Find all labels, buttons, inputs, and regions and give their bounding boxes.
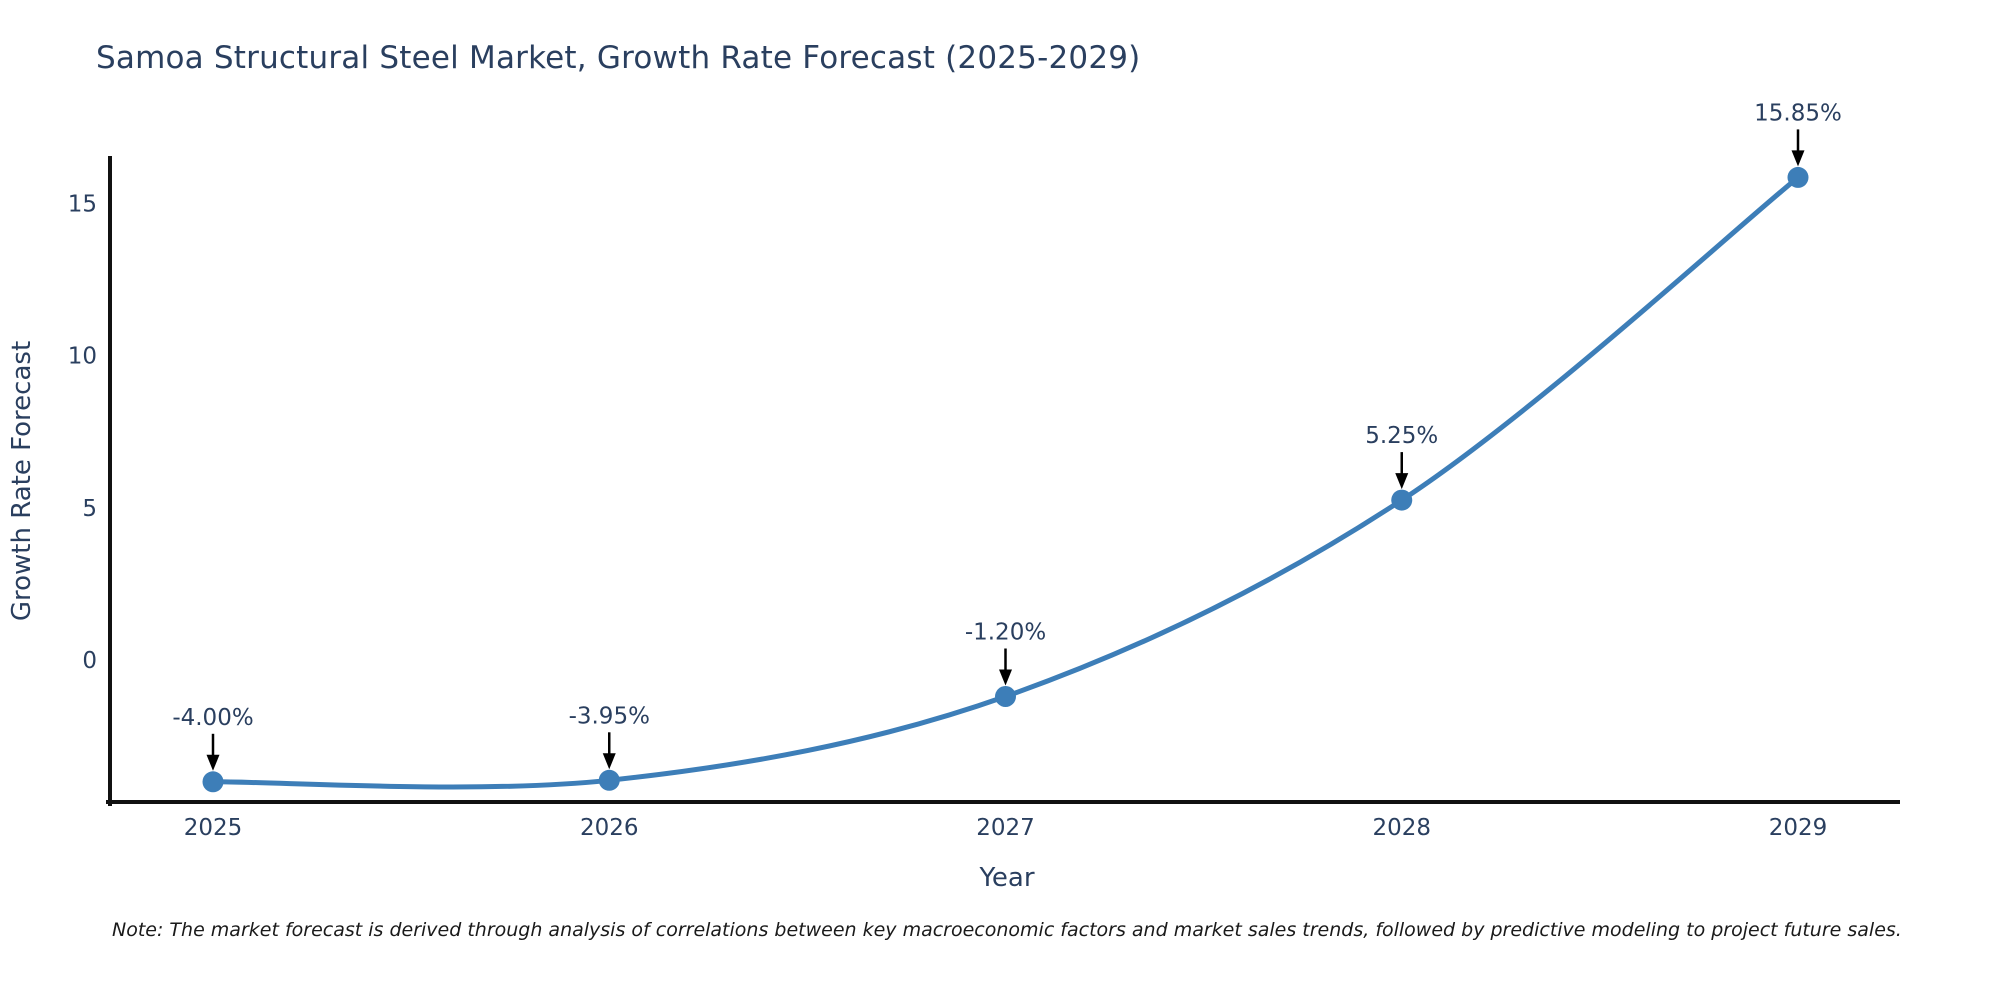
x-tick-label: 2028	[1372, 815, 1431, 841]
annotation-arrowhead-icon	[999, 669, 1012, 686]
y-tick-label: 5	[82, 496, 97, 522]
annotation-arrowhead-icon	[1791, 150, 1805, 167]
y-tick-label: 15	[68, 191, 97, 217]
x-tick-label: 2025	[184, 815, 243, 841]
annotation-arrowhead-icon	[206, 754, 220, 771]
y-axis-title: Growth Rate Forecast	[7, 341, 37, 621]
point-annotation-label: -4.00%	[172, 705, 253, 731]
data-point-marker[interactable]	[598, 769, 620, 791]
x-axis-title: Year	[978, 863, 1034, 893]
data-point-marker[interactable]	[1391, 489, 1413, 511]
annotation-arrowhead-icon	[602, 753, 616, 770]
growth-rate-series	[202, 166, 1809, 793]
y-tick-label: 10	[68, 344, 97, 370]
series-line	[210, 174, 1801, 790]
x-axis-tick-labels: 2025 2026 2027 2028 2029	[184, 815, 1828, 841]
data-point-marker[interactable]	[202, 771, 224, 793]
x-tick-label: 2026	[580, 815, 639, 841]
data-point-marker[interactable]	[995, 686, 1016, 707]
point-annotation-label: -3.95%	[569, 703, 650, 729]
x-tick-label: 2027	[976, 815, 1035, 841]
point-annotation-label: -1.20%	[965, 620, 1046, 646]
y-tick-label: 0	[82, 648, 97, 674]
footnote: Note: The market forecast is derived thr…	[112, 919, 1902, 941]
chart-title: Samoa Structural Steel Market, Growth Ra…	[96, 40, 1141, 76]
point-annotation-label: 15.85%	[1754, 100, 1842, 126]
annotation-arrowhead-icon	[1395, 473, 1409, 490]
x-tick-label: 2029	[1769, 815, 1828, 841]
point-annotation-label: 5.25%	[1365, 423, 1438, 449]
y-axis-tick-labels: 0 5 10 15	[68, 191, 97, 674]
point-annotations: -4.00% -3.95% -1.20% 5.25% 15.85%	[172, 100, 1842, 771]
data-point-marker[interactable]	[1787, 166, 1809, 188]
